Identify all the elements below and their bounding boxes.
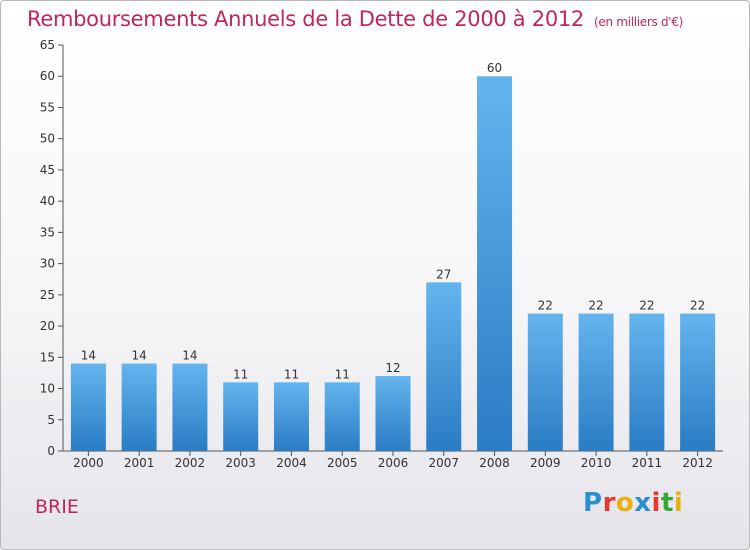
- logo-letter: P: [583, 488, 603, 518]
- y-tick-label: 65: [40, 38, 55, 52]
- x-tick-label-2012: 2012: [682, 456, 713, 470]
- bar-2008: [477, 76, 513, 451]
- bar-2011: [629, 313, 665, 451]
- data-label-2003: 11: [233, 367, 248, 381]
- bar-2002: [172, 363, 208, 451]
- logo-letter: x: [634, 488, 652, 518]
- y-tick-label: 5: [47, 413, 55, 427]
- bar-2001: [121, 363, 157, 451]
- y-tick-label: 15: [40, 350, 55, 364]
- bar-2003: [223, 382, 259, 451]
- data-label-2011: 22: [639, 299, 654, 313]
- logo-letter: i: [673, 488, 684, 518]
- data-label-2002: 14: [182, 349, 197, 363]
- bar-2009: [527, 313, 563, 451]
- data-label-2007: 27: [436, 267, 451, 281]
- y-tick-label: 40: [40, 194, 55, 208]
- chart-title-text: Remboursements Annuels de la Dette de 20…: [27, 7, 584, 31]
- data-label-2004: 11: [284, 367, 299, 381]
- x-tick-label-2000: 2000: [73, 456, 104, 470]
- x-tick-label-2006: 2006: [378, 456, 409, 470]
- data-label-2009: 22: [538, 299, 553, 313]
- logo-letter: i: [651, 488, 661, 518]
- x-tick-label-2008: 2008: [479, 456, 510, 470]
- logo-letter: r: [602, 488, 616, 518]
- data-label-2000: 14: [81, 349, 96, 363]
- bar-2000: [70, 363, 106, 451]
- x-tick-label-2009: 2009: [530, 456, 561, 470]
- data-label-2005: 11: [335, 367, 350, 381]
- data-label-2006: 12: [385, 361, 400, 375]
- y-tick-label: 55: [40, 100, 55, 114]
- x-tick-label-2005: 2005: [327, 456, 358, 470]
- y-tick-label: 10: [40, 382, 55, 396]
- bar-2012: [680, 313, 716, 451]
- y-tick-label: 50: [40, 132, 55, 146]
- y-tick-label: 35: [40, 225, 55, 239]
- x-tick-label-2003: 2003: [225, 456, 256, 470]
- chart-title: Remboursements Annuels de la Dette de 20…: [27, 7, 683, 31]
- x-tick-label-2001: 2001: [124, 456, 155, 470]
- bar-2004: [273, 382, 309, 451]
- data-label-2010: 22: [588, 299, 603, 313]
- x-tick-label-2004: 2004: [276, 456, 307, 470]
- data-label-2001: 14: [132, 349, 147, 363]
- y-tick-label: 30: [40, 257, 55, 271]
- bar-2005: [324, 382, 360, 451]
- chart-subtitle: (en milliers d'€): [594, 15, 684, 29]
- x-tick-label-2007: 2007: [428, 456, 459, 470]
- x-tick-label-2002: 2002: [175, 456, 206, 470]
- bar-2007: [426, 282, 462, 451]
- logo-letter: t: [660, 488, 674, 518]
- x-tick-label-2010: 2010: [581, 456, 612, 470]
- y-tick-label: 45: [40, 163, 55, 177]
- y-tick-label: 25: [40, 288, 55, 302]
- data-label-2008: 60: [487, 61, 502, 75]
- y-tick-label: 0: [47, 444, 55, 458]
- commune-name: BRIE: [35, 496, 79, 518]
- proxiti-logo: Proxiti: [583, 488, 683, 518]
- bar-2006: [375, 376, 411, 451]
- y-tick-label: 60: [40, 69, 55, 83]
- logo-letter: o: [615, 488, 635, 518]
- bar-2010: [578, 313, 614, 451]
- data-label-2012: 22: [690, 299, 705, 313]
- x-tick-label-2011: 2011: [632, 456, 663, 470]
- y-tick-label: 20: [40, 319, 55, 333]
